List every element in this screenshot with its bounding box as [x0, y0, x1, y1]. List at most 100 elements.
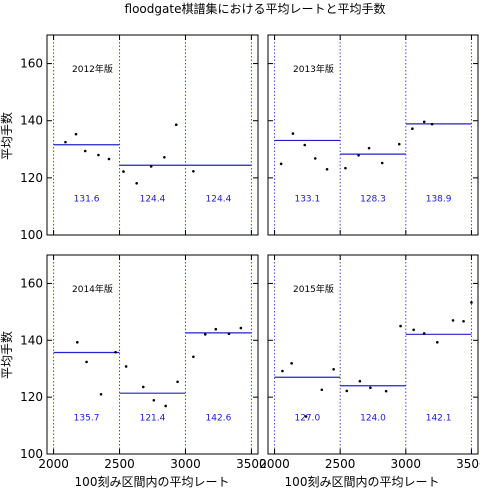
average-value-label: 133.1: [294, 194, 320, 204]
panel-frame: [267, 34, 479, 236]
panel-title: 2013年版: [293, 63, 334, 75]
data-point: [163, 155, 166, 159]
data-point: [152, 398, 156, 402]
average-value-label: 121.4: [140, 413, 166, 423]
plot-area: 100 120 140 160 2012年版 131.6 124.4 124.4 2013年版 1…: [20, 34, 480, 471]
data-point: [97, 153, 100, 157]
y-tick-label: 160: [20, 276, 43, 290]
y-tick-label: 120: [20, 171, 43, 185]
data-point: [344, 166, 347, 170]
x-tick-label: 3500: [456, 457, 480, 471]
data-point: [227, 332, 231, 336]
data-point: [422, 120, 426, 124]
data-point: [345, 389, 349, 393]
x-axis-label-left: 100刻み区間内の平均レート: [75, 475, 230, 489]
y-tick-label: 120: [20, 390, 43, 404]
data-point: [149, 165, 153, 168]
data-point: [380, 161, 384, 165]
data-point: [384, 389, 388, 393]
data-point: [74, 132, 78, 136]
panel-2: 2013年版 133.1 128.3 138.9: [267, 34, 479, 236]
data-point: [203, 333, 207, 336]
data-point: [176, 380, 179, 384]
average-value-label: 124.4: [140, 194, 166, 204]
data-point: [290, 362, 293, 365]
average-value-label: 142.6: [206, 413, 232, 423]
y-axis-label-bottom: 平均手数: [0, 331, 14, 379]
average-value-label: 127.0: [294, 413, 320, 423]
data-point: [451, 319, 455, 322]
data-point: [192, 355, 195, 359]
figure-title: floodgate棋譜集における平均レートと平均手数: [125, 1, 386, 16]
data-point: [99, 393, 103, 396]
data-point: [141, 385, 145, 389]
average-value-label: 124.4: [206, 194, 232, 204]
panel-frame: [46, 34, 259, 236]
y-tick-label: 100: [20, 447, 43, 461]
data-point: [291, 132, 295, 135]
panel-4: 2000 2500 3000 3500 2015年版 127.0 124.0 142.1: [259, 254, 480, 471]
data-point: [462, 319, 465, 323]
panel-1: 100 120 140 160 2012年版 131.6 124.4 124.4: [20, 34, 259, 242]
data-point: [281, 369, 284, 373]
data-point: [214, 327, 218, 331]
data-point: [192, 169, 195, 173]
y-tick-label: 160: [20, 57, 43, 71]
x-tick-label: 2500: [325, 457, 356, 471]
y-tick-label: 140: [20, 114, 43, 128]
data-point: [320, 388, 324, 392]
y-tick-label: 140: [20, 333, 43, 347]
data-point: [164, 404, 167, 408]
data-point: [107, 157, 111, 161]
data-point: [124, 365, 128, 368]
data-point: [358, 379, 362, 383]
x-tick-label: 2500: [104, 457, 135, 471]
data-point: [135, 181, 138, 185]
data-point: [279, 162, 283, 166]
x-tick-label: 2000: [38, 457, 69, 471]
data-point: [411, 127, 414, 131]
average-value-label: 131.6: [74, 194, 100, 204]
data-point: [304, 415, 308, 418]
y-tick-label: 100: [20, 228, 43, 242]
data-point: [357, 153, 360, 157]
average-value-label: 138.9: [426, 194, 452, 204]
data-point: [430, 122, 434, 126]
data-point: [412, 328, 415, 332]
data-point: [83, 149, 87, 153]
data-point: [470, 301, 473, 304]
data-point: [313, 157, 317, 160]
data-point: [114, 350, 117, 354]
x-tick-label: 2000: [259, 457, 290, 471]
x-tick-label: 3000: [170, 457, 201, 471]
data-point: [367, 146, 371, 150]
data-point: [436, 340, 439, 344]
average-value-label: 124.0: [360, 413, 386, 423]
panel-title: 2012年版: [72, 63, 113, 75]
data-point: [422, 332, 426, 335]
data-point: [303, 143, 307, 147]
data-point: [174, 123, 178, 127]
panel-frame: [46, 254, 259, 455]
data-point: [76, 340, 79, 344]
panel-title: 2015年版: [293, 283, 334, 295]
data-point: [399, 324, 402, 328]
data-point: [122, 170, 125, 173]
data-point: [85, 360, 88, 364]
panel-frame: [267, 254, 479, 455]
panel-title: 2014年版: [72, 283, 113, 295]
data-point: [64, 140, 67, 144]
data-point: [397, 142, 401, 146]
data-point: [239, 326, 243, 330]
average-value-label: 128.3: [360, 194, 386, 204]
data-point: [369, 386, 372, 390]
panel-3: 100 120 140 160 2000 2500 3000 3500 2014年版 135.7 1…: [20, 254, 267, 471]
data-point: [332, 367, 335, 371]
average-value-label: 142.1: [426, 413, 452, 423]
data-point: [325, 167, 329, 171]
average-value-label: 135.7: [74, 413, 100, 423]
x-axis-label-right: 100刻み区間内の平均レート: [285, 475, 440, 489]
x-tick-label: 3500: [236, 457, 267, 471]
x-tick-label: 3000: [391, 457, 422, 471]
